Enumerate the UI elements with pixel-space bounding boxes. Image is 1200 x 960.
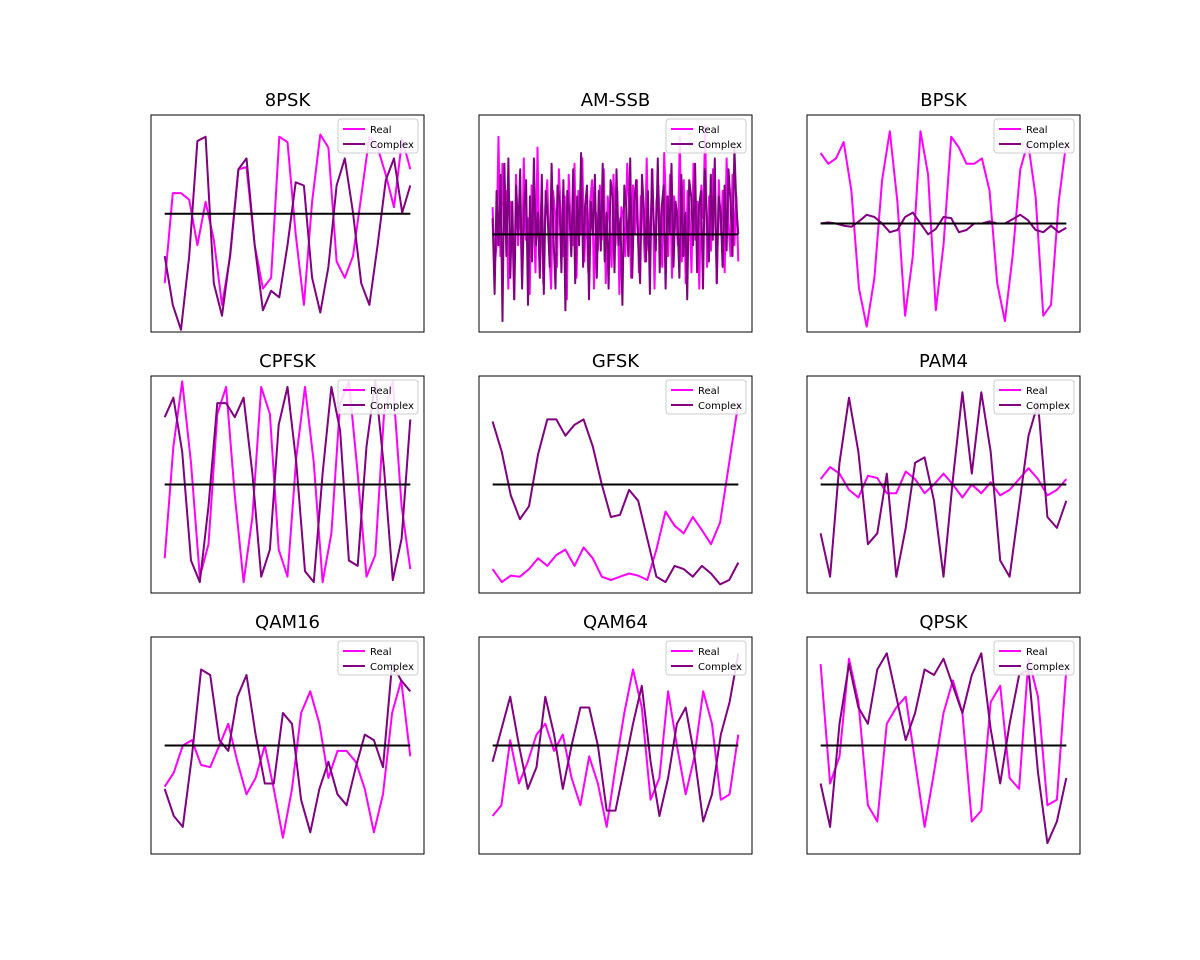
subplot-bpsk: BPSK Real Complex — [806, 90, 1081, 333]
series-line-complex — [491, 653, 740, 823]
legend: Real Complex — [337, 118, 419, 154]
legend-label-complex: Complex — [698, 662, 742, 673]
series-line-real — [163, 380, 412, 584]
axes-frame — [478, 375, 753, 594]
legend-label-real: Real — [698, 386, 720, 397]
subplot-qam16: QAM16 Real Complex — [150, 612, 425, 855]
axes-frame — [150, 114, 425, 333]
legend-label-complex: Complex — [370, 140, 414, 151]
legend-label-complex: Complex — [1026, 140, 1070, 151]
series-line-real — [163, 679, 412, 839]
axes-frame — [478, 114, 753, 333]
series-line-complex — [819, 652, 1068, 845]
legend: Real Complex — [993, 118, 1075, 154]
axes-frame — [150, 636, 425, 855]
legend: Real Complex — [337, 379, 419, 415]
legend: Real Complex — [337, 640, 419, 676]
legend-label-real: Real — [698, 647, 720, 658]
legend-label-complex: Complex — [370, 401, 414, 412]
series-line-real — [491, 668, 740, 828]
subplot-title: PAM4 — [919, 351, 968, 372]
series-line-real — [819, 657, 1068, 828]
legend-label-complex: Complex — [1026, 662, 1070, 673]
legend: Real Complex — [993, 379, 1075, 415]
subplot-title: 8PSK — [265, 90, 312, 111]
subplot-qam64: QAM64 Real Complex — [478, 612, 753, 855]
axes-frame — [806, 114, 1081, 333]
subplot-title: QPSK — [919, 612, 968, 633]
subplot-gfsk: GFSK Real Complex — [478, 351, 753, 594]
series-line-complex — [491, 418, 740, 586]
series-line-complex — [163, 380, 412, 584]
series-line-complex — [163, 663, 412, 834]
subplot-8psk: 8PSK Real Complex — [150, 90, 425, 333]
legend-label-real: Real — [698, 125, 720, 136]
axes-frame — [478, 636, 753, 855]
subplot-title: BPSK — [920, 90, 968, 111]
legend-label-complex: Complex — [698, 140, 742, 151]
series-line-real — [819, 466, 1068, 499]
series-line-complex — [820, 211, 1067, 236]
series-line-complex — [819, 391, 1068, 578]
legend-label-real: Real — [370, 386, 392, 397]
series-line-real — [491, 402, 740, 584]
legend-label-complex: Complex — [1026, 401, 1070, 412]
subplot-title: CPFSK — [259, 351, 317, 372]
legend: Real Complex — [993, 640, 1075, 676]
subplot-cpfsk: CPFSK Real Complex — [150, 351, 425, 594]
legend-label-complex: Complex — [370, 662, 414, 673]
axes-frame — [806, 636, 1081, 855]
legend-label-real: Real — [1026, 386, 1048, 397]
legend: Real Complex — [665, 118, 747, 154]
series-line-complex — [491, 146, 740, 323]
series-line-real — [819, 130, 1068, 328]
subplot-title: GFSK — [592, 351, 640, 372]
legend-label-real: Real — [370, 647, 392, 658]
subplot-title: AM-SSB — [581, 90, 651, 111]
legend-label-real: Real — [370, 125, 392, 136]
legend-label-real: Real — [1026, 125, 1048, 136]
legend-label-complex: Complex — [698, 401, 742, 412]
legend: Real Complex — [665, 379, 747, 415]
axes-frame — [806, 375, 1081, 594]
subplot-title: QAM64 — [583, 612, 648, 633]
legend-label-real: Real — [1026, 647, 1048, 658]
series-line-complex — [163, 135, 412, 331]
subplot-am-ssb: AM-SSB Real Complex — [478, 90, 753, 333]
subplot-title: QAM16 — [255, 612, 320, 633]
subplot-pam4: PAM4 Real Complex — [806, 351, 1081, 594]
legend: Real Complex — [665, 640, 747, 676]
subplot-qpsk: QPSK Real Complex — [806, 612, 1081, 855]
axes-frame — [150, 375, 425, 594]
